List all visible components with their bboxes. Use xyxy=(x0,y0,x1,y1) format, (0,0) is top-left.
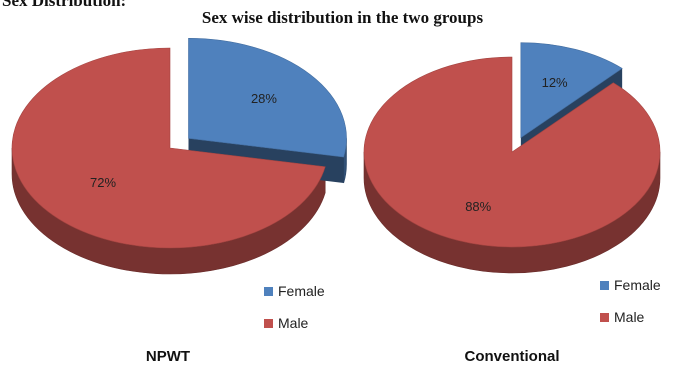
data-label-female: 12% xyxy=(542,75,568,90)
pie-slice-male xyxy=(363,56,661,248)
legend-label-female: Female xyxy=(278,283,325,299)
group-label-conventional: Conventional xyxy=(464,348,559,365)
pie-slice-male xyxy=(11,47,326,249)
legend-swatch-female xyxy=(600,281,609,290)
data-label-male: 72% xyxy=(90,175,116,190)
pie-slice-female xyxy=(520,42,623,139)
legend-label-male: Male xyxy=(614,309,645,325)
legend-label-male: Male xyxy=(278,315,309,331)
legend-label-female: Female xyxy=(614,277,661,293)
pie-chart-conventional: 12% 88% Female Male Conventional xyxy=(363,42,661,365)
legend-swatch-female xyxy=(264,287,273,296)
data-label-male: 88% xyxy=(465,199,491,214)
chart-title: Sex wise distribution in the two groups xyxy=(201,8,484,27)
data-label-female: 28% xyxy=(251,91,277,106)
pie-slice-female xyxy=(188,38,347,158)
pie-chart-npwt: 28% 72% Female Male NPWT xyxy=(11,38,347,365)
legend-swatch-male xyxy=(600,313,609,322)
group-label-npwt: NPWT xyxy=(146,348,190,365)
page-heading: Sex Distribution: xyxy=(2,0,127,10)
legend-swatch-male xyxy=(264,319,273,328)
